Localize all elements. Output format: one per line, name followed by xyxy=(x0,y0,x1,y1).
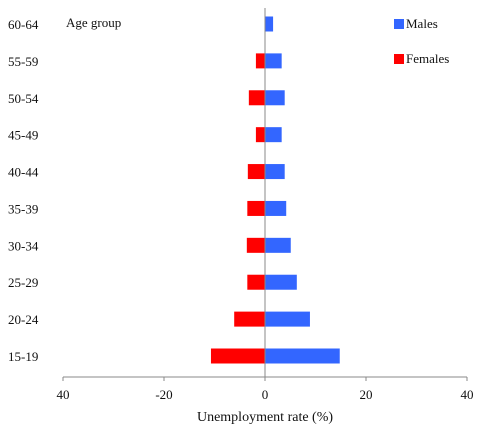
category-label: 20-24 xyxy=(8,312,39,327)
x-tick-label: 0 xyxy=(262,387,269,402)
bar-males-20-24 xyxy=(265,311,310,327)
x-tick-label: 20 xyxy=(360,387,373,402)
x-ticks-group: 40 -20 0 20 40 xyxy=(57,377,474,402)
bars-group xyxy=(210,16,340,364)
category-label: 60-64 xyxy=(8,17,39,32)
bar-males-40-44 xyxy=(265,164,285,180)
legend-label-females: Females xyxy=(406,51,449,66)
x-tick-label: 40 xyxy=(57,387,70,402)
bar-males-15-19 xyxy=(265,348,340,364)
bar-males-60-64 xyxy=(265,16,274,32)
category-label: 35-39 xyxy=(8,201,38,216)
category-label: 45-49 xyxy=(8,128,38,143)
legend-swatch-females xyxy=(394,54,404,64)
x-tick-label: -20 xyxy=(155,387,172,402)
bar-males-25-29 xyxy=(265,274,297,290)
legend: Males Females xyxy=(394,16,449,66)
category-label: 40-44 xyxy=(8,165,39,180)
bar-females-30-34 xyxy=(246,237,265,253)
bar-males-30-34 xyxy=(265,237,291,253)
bar-females-50-54 xyxy=(248,90,265,106)
legend-swatch-males xyxy=(394,19,404,29)
category-label: 25-29 xyxy=(8,275,38,290)
bar-females-25-29 xyxy=(247,274,265,290)
bar-females-55-59 xyxy=(255,53,265,69)
bar-females-15-19 xyxy=(210,348,265,364)
bar-females-35-39 xyxy=(247,200,265,216)
bar-males-55-59 xyxy=(265,53,282,69)
category-label: 15-19 xyxy=(8,349,38,364)
category-labels-group: 15-19 20-24 25-29 30-34 35-39 40-44 45-49 50-54… xyxy=(8,17,39,364)
legend-label-males: Males xyxy=(406,16,438,31)
x-axis-title: Unemployment rate (%) xyxy=(197,410,333,425)
bar-females-40-44 xyxy=(247,164,265,180)
bar-females-20-24 xyxy=(234,311,265,327)
category-label: 50-54 xyxy=(8,91,39,106)
bar-males-50-54 xyxy=(265,90,285,106)
bar-males-45-49 xyxy=(265,127,282,143)
bar-females-45-49 xyxy=(255,127,265,143)
x-tick-label: 40 xyxy=(461,387,474,402)
category-label: 55-59 xyxy=(8,54,38,69)
category-label: 30-34 xyxy=(8,238,39,253)
bar-males-35-39 xyxy=(265,200,287,216)
age-group-annotation: Age group xyxy=(66,15,121,30)
